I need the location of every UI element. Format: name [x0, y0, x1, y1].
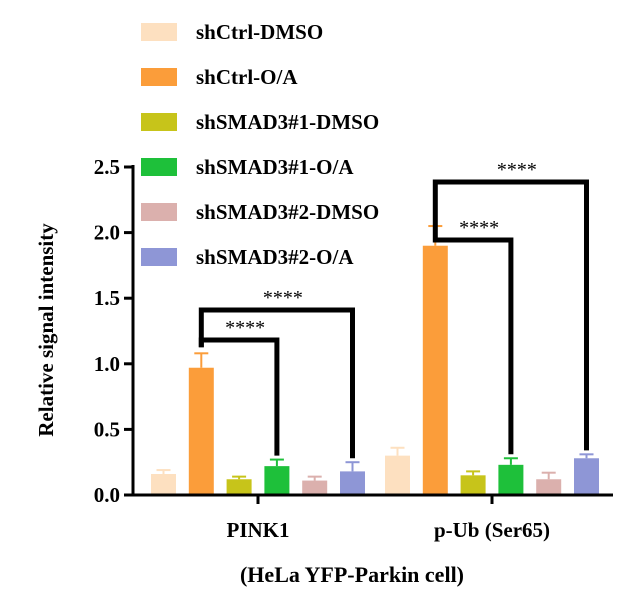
y-tick-label: 0.5: [94, 417, 120, 441]
y-tick-label: 2.5: [94, 155, 120, 179]
bar: [302, 480, 328, 495]
bar: [226, 479, 252, 495]
legend-label: shSMAD3#1-DMSO: [196, 110, 379, 134]
bar: [460, 475, 486, 495]
bar: [188, 367, 214, 495]
legend-swatch: [141, 68, 177, 86]
legend-swatch: [141, 23, 177, 41]
significance-bracket: [432, 179, 589, 451]
bar: [151, 474, 176, 495]
x-tick-label: PINK1: [227, 518, 290, 542]
bar: [340, 471, 365, 495]
y-axis-label: Relative signal intensity: [34, 223, 58, 437]
legend: shCtrl-DMSO shCtrl-O/A shSMAD3#1-DMSO shSMA…: [141, 20, 379, 269]
significance-bracket: [432, 220, 514, 455]
significance-bracket: [198, 307, 355, 459]
significance-label: ****: [263, 287, 303, 309]
y-tick-label: 0.0: [94, 483, 120, 507]
bar: [574, 458, 599, 495]
significance-label: ****: [497, 159, 537, 181]
bar: [264, 466, 290, 495]
legend-label: shCtrl-DMSO: [196, 20, 323, 44]
bar: [536, 479, 562, 495]
y-tick-label: 1.5: [94, 286, 120, 310]
bar: [385, 455, 410, 495]
significance-label: ****: [225, 317, 265, 339]
legend-swatch: [141, 203, 177, 221]
significance-brackets: **** **** **** ****: [198, 159, 589, 459]
x-axis: PINK1 p-Ub (Ser65): [132, 493, 613, 542]
bars: [151, 225, 599, 495]
legend-swatch: [141, 113, 177, 131]
legend-label: shSMAD3#2-DMSO: [196, 200, 379, 224]
x-tick-label: p-Ub (Ser65): [434, 518, 550, 542]
legend-label: shSMAD3#1-O/A: [196, 155, 354, 179]
legend-swatch: [141, 158, 177, 176]
significance-label: ****: [459, 217, 499, 239]
bar: [498, 464, 524, 495]
x-axis-label: (HeLa YFP-Parkin cell): [240, 562, 464, 587]
bar: [422, 245, 448, 495]
legend-swatch: [141, 248, 177, 266]
y-tick-label: 1.0: [94, 352, 120, 376]
y-axis: 0.0 0.5 1.0 1.5 2.0 2.5: [94, 155, 135, 507]
legend-label: shCtrl-O/A: [196, 65, 298, 89]
legend-label: shSMAD3#2-O/A: [196, 245, 354, 269]
y-tick-label: 2.0: [94, 221, 120, 245]
